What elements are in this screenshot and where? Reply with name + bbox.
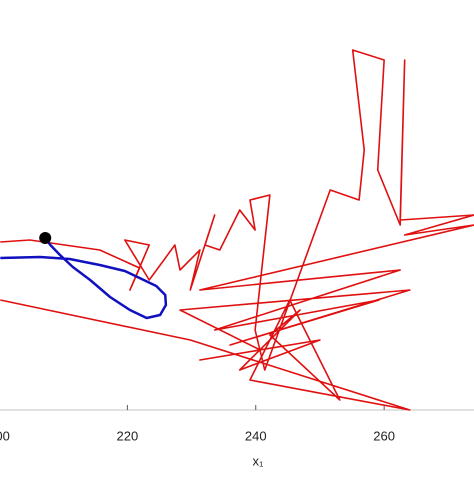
series-line bbox=[0, 49, 474, 411]
x-tick-label: 220 bbox=[117, 428, 139, 443]
x-tick-label: 200 bbox=[0, 428, 10, 443]
x-axis-label: x₁ bbox=[253, 453, 265, 468]
series-line bbox=[0, 237, 168, 320]
x-tick-label: 260 bbox=[373, 428, 395, 443]
x-tick-label: 240 bbox=[245, 428, 267, 443]
start-marker bbox=[39, 232, 52, 244]
